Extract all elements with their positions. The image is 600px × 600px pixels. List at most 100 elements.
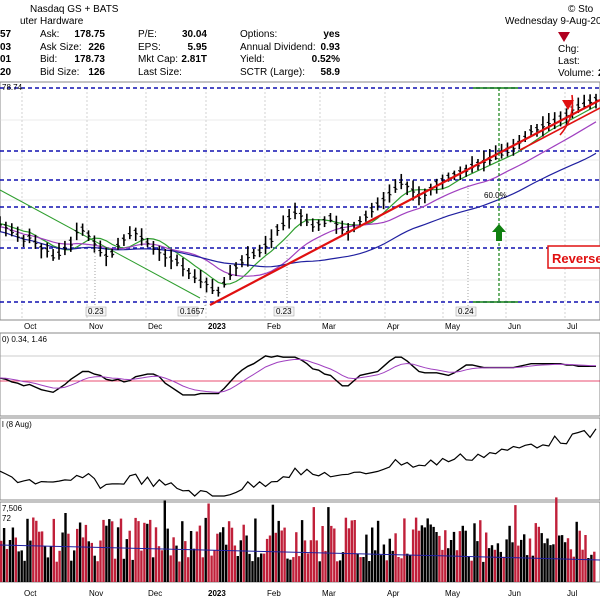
volume-bar: [5, 549, 9, 582]
volume-bar: [81, 537, 85, 582]
volume-bar: [46, 557, 50, 582]
volume-bar: [525, 555, 529, 582]
price-bar-close: [288, 217, 292, 220]
volume-bar: [391, 550, 394, 582]
price-bar-open: [316, 221, 319, 225]
volume-bar: [43, 546, 47, 582]
volume-bar: [306, 553, 310, 582]
volume-bar: [157, 546, 161, 582]
ask-size-label: Ask Size:: [40, 42, 82, 53]
volume-bar: [245, 535, 248, 582]
volume-bar: [181, 521, 184, 582]
price-bar-open: [363, 213, 367, 216]
price-bar-open: [298, 212, 302, 215]
volume-bar: [388, 538, 391, 582]
volume-bar: [476, 541, 479, 582]
volume-bar: [505, 539, 508, 582]
x-tick-label: May: [445, 322, 460, 331]
volume-bar: [17, 551, 20, 582]
volume-bar: [496, 543, 500, 582]
volume-bar: [549, 545, 552, 582]
price-bar-open: [103, 253, 107, 256]
volume-bar: [590, 554, 593, 582]
volume-bar: [508, 525, 511, 582]
x-tick-label-bottom: Jul: [567, 589, 577, 598]
volume-bar: [420, 525, 424, 582]
price-bar-close: [259, 251, 262, 254]
x-tick-label: Mar: [322, 322, 336, 331]
volume-bar: [137, 521, 140, 582]
macd-panel: [0, 332, 600, 417]
volume-bar: [400, 558, 403, 582]
volume-bar: [268, 535, 272, 582]
volume-bar: [461, 525, 464, 582]
volume-bar: [394, 533, 397, 582]
volume-bar: [125, 539, 128, 582]
volume-bar: [587, 558, 590, 582]
volume-bar: [119, 518, 123, 582]
price-bar-close: [247, 256, 251, 259]
volume-bar: [154, 527, 158, 582]
x-tick-label: Jun: [508, 322, 521, 331]
annotations: 60.0% 0.23 0.1657 0.23 0.24: [85, 87, 518, 317]
price-bar-open: [398, 181, 402, 184]
price-label: 78.74: [2, 83, 23, 92]
price-bar-close: [513, 147, 516, 151]
volume-bar: [438, 535, 441, 582]
volume-bar: [283, 527, 286, 582]
price-bar-open: [593, 96, 597, 100]
volume-bar: [280, 530, 283, 582]
sctr-label: SCTR (Large):: [240, 67, 305, 78]
price-bar-close: [111, 253, 115, 257]
ask-size-value: 226: [88, 42, 105, 53]
ma-short: [0, 105, 597, 285]
volume-bar: [338, 560, 342, 582]
volume-bar: [379, 555, 383, 582]
volume-bar: [543, 543, 546, 582]
date-tag-box: [455, 306, 477, 317]
volume-bar: [195, 531, 199, 582]
volume-bar: [116, 527, 120, 582]
volume-bar: [8, 540, 12, 582]
price-bar-close: [501, 154, 504, 156]
price-bar-close: [165, 257, 168, 259]
price-panel: [0, 81, 600, 321]
price-bar-close: [41, 248, 44, 250]
volume-bar: [93, 555, 96, 582]
volume-bar: [569, 549, 573, 582]
x-tick-label: 2023: [208, 322, 226, 331]
ask-label: Ask:: [40, 29, 59, 40]
ma-long: [0, 152, 597, 268]
price-bar-close: [542, 125, 546, 129]
price-bar-open: [375, 202, 378, 205]
date: Wednesday 9-Aug-20: [505, 16, 600, 27]
price-bar-open: [404, 183, 408, 185]
volume-bar: [441, 549, 444, 582]
price-bar-close: [341, 229, 345, 232]
volume-bar: [295, 532, 298, 582]
price-bar-close: [200, 280, 203, 283]
price-bar-close: [29, 237, 32, 239]
volume-bar: [356, 553, 359, 582]
volume-bar: [248, 553, 251, 582]
volume-bar: [321, 526, 324, 582]
date-tag-box: [273, 306, 295, 317]
volume-bar: [417, 530, 421, 582]
sctr-value: 58.9: [321, 67, 341, 78]
volume-bar: [528, 538, 532, 582]
price-bar-open: [457, 170, 461, 173]
volume-bar: [166, 528, 169, 582]
volume-bar: [292, 557, 295, 582]
price-bar-open: [469, 163, 473, 166]
volume-bar: [251, 561, 254, 582]
volume-bar: [67, 533, 70, 582]
date-tag-text: 0.23: [276, 307, 292, 316]
price-bar-open: [239, 259, 243, 261]
volume-bar: [584, 535, 587, 582]
price-bar-open: [339, 226, 343, 229]
volume-bar: [502, 556, 505, 582]
volume-bar: [493, 549, 497, 582]
volume-label: Volume:: [558, 68, 594, 79]
volume-bars: [0, 497, 600, 582]
mktcap-label: Mkt Cap:: [138, 54, 178, 65]
